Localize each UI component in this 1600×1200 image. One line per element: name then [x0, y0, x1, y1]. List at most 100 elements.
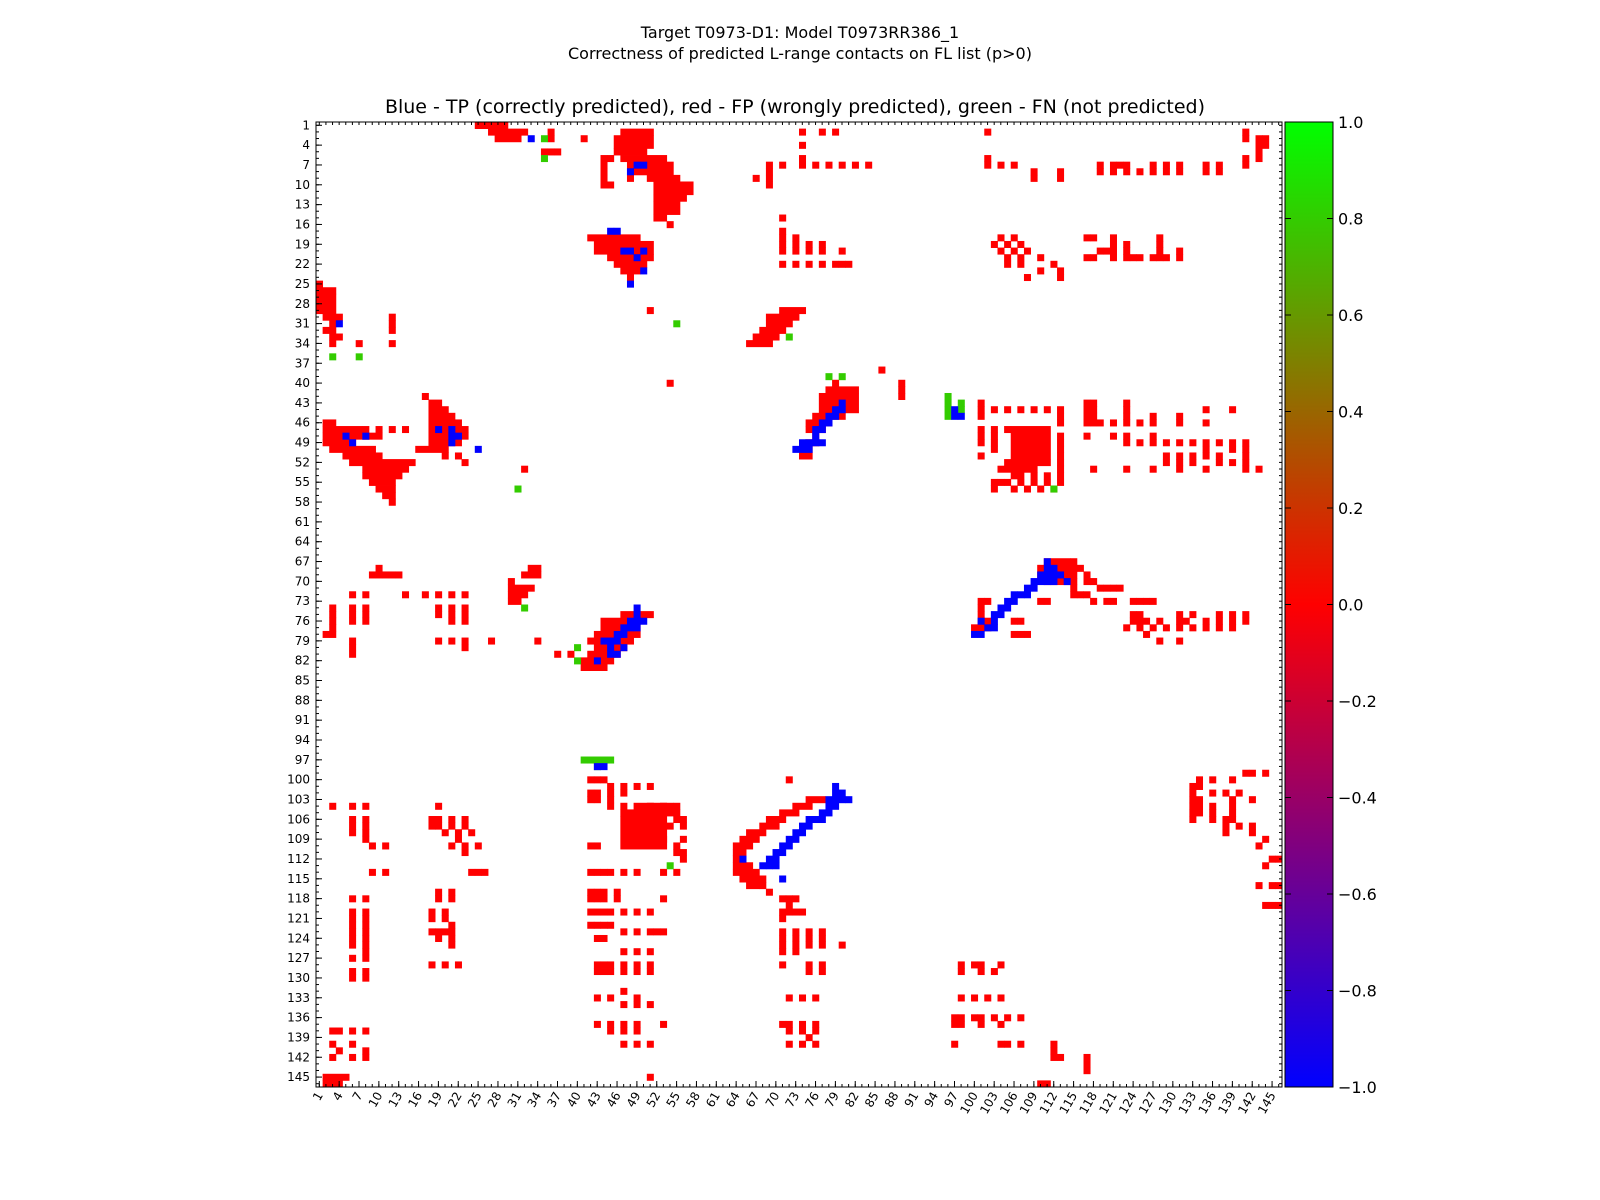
- fp-cell: [1222, 829, 1230, 837]
- fp-cell: [785, 908, 793, 916]
- tp-cell: [1023, 584, 1031, 592]
- fp-cell: [448, 822, 456, 830]
- fp-cell: [990, 445, 998, 453]
- fp-cell: [1057, 412, 1065, 420]
- fp-cell: [660, 868, 668, 876]
- fp-cell: [620, 1027, 628, 1035]
- fp-cell: [593, 776, 601, 784]
- fp-cell: [825, 161, 833, 169]
- fp-cell: [1004, 459, 1051, 467]
- fp-cell: [977, 439, 985, 447]
- fp-cell: [1090, 234, 1098, 242]
- tp-cell: [620, 624, 628, 632]
- fp-cell: [1123, 419, 1131, 427]
- tp-cell: [792, 445, 800, 453]
- fp-cell: [1057, 472, 1065, 480]
- fp-cell: [375, 485, 396, 493]
- fp-cell: [1202, 445, 1210, 453]
- fp-cell: [349, 591, 357, 599]
- fn-cell: [587, 756, 595, 764]
- fp-cell: [1043, 478, 1051, 486]
- fp-cell: [593, 888, 601, 896]
- fp-cell: [1076, 591, 1084, 599]
- fp-cell: [435, 637, 443, 645]
- y-tick-label: 55: [295, 475, 310, 489]
- fp-cell: [587, 234, 641, 242]
- fp-cell: [779, 234, 787, 242]
- x-tick-label: 31: [505, 1090, 525, 1110]
- fp-cell: [633, 1027, 641, 1035]
- fp-cell: [448, 921, 456, 929]
- fn-cell: [666, 862, 674, 870]
- fn-cell: [825, 373, 833, 381]
- fp-cell: [1275, 882, 1283, 890]
- x-tick-label: 142: [1235, 1090, 1259, 1117]
- fp-cell: [1242, 128, 1250, 136]
- fp-cell: [1162, 168, 1170, 176]
- tp-cell: [990, 611, 998, 619]
- fp-cell: [832, 260, 840, 268]
- fp-cell: [765, 888, 773, 896]
- x-tick-label: 37: [544, 1090, 564, 1110]
- fp-cell: [1202, 617, 1210, 625]
- fp-cell: [673, 842, 681, 850]
- fp-cell: [984, 617, 992, 625]
- tp-cell: [832, 406, 840, 414]
- fp-cell: [1083, 412, 1091, 420]
- fp-cell: [428, 915, 436, 923]
- tp-cell: [1050, 578, 1058, 586]
- x-tick-label: 94: [921, 1090, 941, 1110]
- y-tick-label: 85: [295, 674, 310, 688]
- fp-cell: [362, 908, 370, 916]
- fp-cell: [362, 968, 370, 976]
- x-tick-label: 106: [997, 1090, 1021, 1117]
- x-tick-label: 139: [1215, 1090, 1239, 1117]
- fp-cell: [600, 895, 608, 903]
- fp-cell: [1195, 796, 1204, 804]
- fp-cell: [362, 835, 370, 843]
- fp-cell: [1189, 624, 1197, 632]
- fn-cell: [574, 657, 582, 665]
- x-tick-label: 7: [350, 1090, 366, 1104]
- fp-cell: [1248, 796, 1256, 804]
- fp-cell: [322, 1080, 343, 1088]
- tp-cell: [1010, 597, 1018, 605]
- fp-cell: [349, 921, 357, 929]
- fp-cell: [620, 987, 628, 995]
- fp-cell: [1109, 234, 1117, 242]
- fp-cell: [838, 260, 846, 268]
- fp-cell: [613, 148, 648, 156]
- fp-cell: [1083, 1060, 1091, 1068]
- tp-cell: [825, 419, 833, 427]
- tp-cell: [825, 412, 833, 420]
- fp-cell: [355, 340, 363, 348]
- tp-cell: [818, 809, 826, 817]
- fn-cell: [540, 135, 548, 143]
- x-tick-label: 49: [624, 1090, 644, 1110]
- fp-cell: [421, 392, 429, 400]
- fp-cell: [673, 816, 681, 824]
- fp-cell: [468, 829, 476, 837]
- x-tick-label: 43: [584, 1090, 604, 1110]
- fp-cell: [1057, 1053, 1065, 1061]
- fp-cell: [322, 439, 357, 447]
- fp-cell: [349, 908, 357, 916]
- y-tick-label: 16: [295, 217, 310, 231]
- fp-cell: [362, 1047, 370, 1055]
- fp-cell: [1129, 597, 1137, 605]
- fp-cell: [1017, 1014, 1025, 1022]
- x-tick-label: 70: [763, 1090, 783, 1110]
- fp-cell: [646, 802, 654, 810]
- fp-cell: [349, 637, 357, 645]
- tp-cell: [1030, 578, 1038, 586]
- fp-cell: [646, 1040, 654, 1048]
- fp-cell: [375, 571, 383, 579]
- fp-cell: [448, 617, 456, 625]
- fp-cell: [1268, 901, 1276, 909]
- fp-cell: [1136, 439, 1144, 447]
- y-tick-label: 61: [295, 515, 310, 529]
- fp-cell: [626, 274, 634, 282]
- tp-cell: [362, 432, 370, 440]
- fp-cell: [1156, 247, 1164, 255]
